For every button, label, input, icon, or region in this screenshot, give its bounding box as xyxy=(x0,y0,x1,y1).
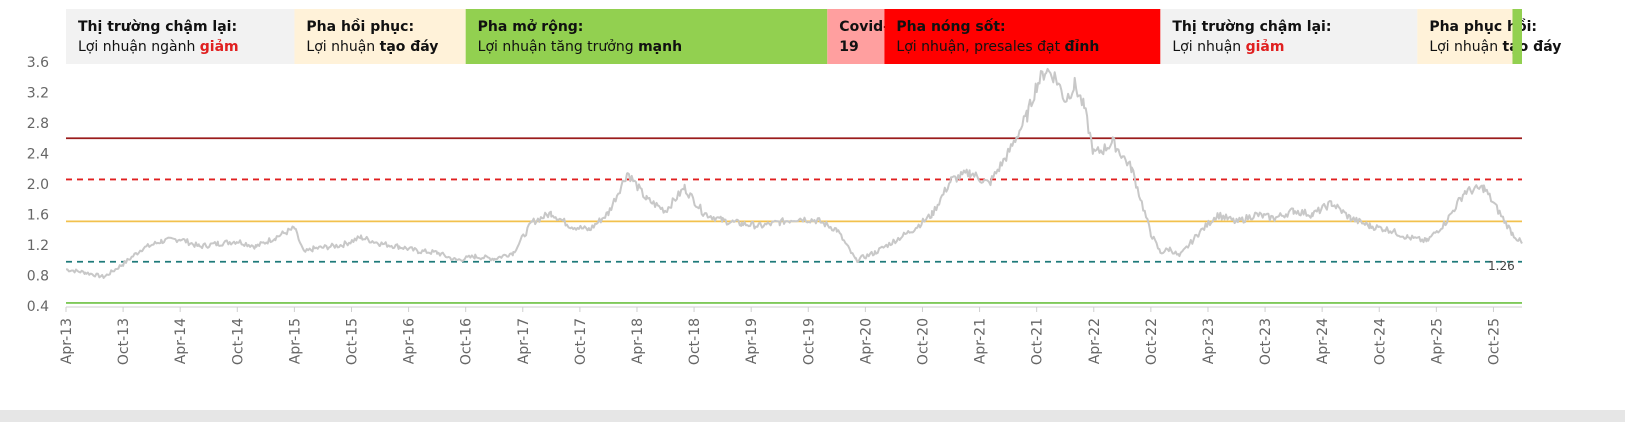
phase-subtitle-part: Lợi nhuận tăng trưởng xyxy=(478,39,638,55)
phase-band: Pha phục hồi: Lợi nhuận tạo đáy xyxy=(1417,9,1561,64)
phase-title: Thị trường chậm lại: xyxy=(78,19,237,35)
phase-subtitle: Lợi nhuận tăng trưởng mạnh xyxy=(478,39,682,55)
x-tick-label: Oct-16 xyxy=(459,318,475,365)
phase-subtitle-part: tạo đáy xyxy=(380,39,439,55)
phase-band-bg xyxy=(1512,9,1522,64)
phase-subtitle: Lợi nhuận tạo đáy xyxy=(306,39,438,55)
x-tick-label: Apr-24 xyxy=(1315,318,1331,364)
phase-band xyxy=(1512,9,1522,64)
pb-series-line xyxy=(66,67,1523,279)
y-tick-label: 2.8 xyxy=(27,116,49,132)
y-tick-label: 0.8 xyxy=(27,269,49,285)
phase-title: Pha hồi phục: xyxy=(306,18,414,35)
last-value-label: 1.26 xyxy=(1488,259,1515,273)
x-tick-label: Apr-15 xyxy=(287,318,303,364)
x-tick-label: Apr-17 xyxy=(516,318,532,364)
phase-title: Thị trường chậm lại: xyxy=(1172,19,1331,35)
y-tick-label: 2.4 xyxy=(27,147,49,163)
x-tick-label: Oct-24 xyxy=(1372,318,1388,365)
series-layer xyxy=(66,67,1523,279)
phase-band-bg xyxy=(294,9,466,64)
phase-subtitle-part: mạnh xyxy=(638,39,682,55)
phase-subtitle: 19 xyxy=(839,39,858,55)
x-tick-label: Oct-25 xyxy=(1486,318,1502,365)
phase-band-bg xyxy=(465,9,828,64)
phase-band-bg xyxy=(884,9,1161,64)
phase-band: Pha mở rộng: Lợi nhuận tăng trưởng mạnh xyxy=(465,9,828,64)
footer-bar xyxy=(0,410,1625,422)
phase-subtitle-part: giảm xyxy=(200,39,239,55)
phase-title: Pha phục hồi: xyxy=(1429,18,1537,35)
x-tick-label: Oct-21 xyxy=(1030,318,1046,365)
x-tick-label: Oct-23 xyxy=(1258,318,1274,365)
x-tick-label: Oct-19 xyxy=(801,318,817,365)
x-tick-label: Apr-18 xyxy=(630,318,646,364)
x-tick-label: Apr-25 xyxy=(1429,318,1445,364)
x-tick-label: Apr-23 xyxy=(1201,318,1217,364)
phase-subtitle: Lợi nhuận, presales đạt đỉnh xyxy=(896,39,1099,55)
y-tick-label: 3.2 xyxy=(27,86,49,102)
phase-title: Pha mở rộng: xyxy=(478,19,584,35)
phase-subtitle: Lợi nhuận ngành giảm xyxy=(78,39,239,55)
phase-band-bg xyxy=(66,9,295,64)
x-tick-label: Oct-13 xyxy=(116,318,132,365)
y-tick-label: 1.2 xyxy=(27,238,49,254)
phase-band: Pha hồi phục: Lợi nhuận tạo đáy xyxy=(294,9,466,64)
x-tick-label: Oct-22 xyxy=(1144,318,1160,365)
phase-subtitle: Lợi nhuận tạo đáy xyxy=(1429,39,1561,55)
phase-band-bg xyxy=(1160,9,1418,64)
y-tick-label: 0.4 xyxy=(27,299,49,315)
phase-band: Thị trường chậm lại: Lợi nhuận giảm xyxy=(1160,9,1418,64)
x-tick-label: Apr-16 xyxy=(402,318,418,364)
x-tick-label: Apr-19 xyxy=(744,318,760,364)
phase-subtitle-part: Lợi nhuận xyxy=(1172,39,1245,55)
phase-subtitle-part: Lợi nhuận xyxy=(1429,39,1502,55)
phase-title: Covid- xyxy=(839,19,889,35)
x-tick-label: Oct-14 xyxy=(230,318,246,365)
x-tick-label: Apr-22 xyxy=(1087,318,1103,364)
phase-band: Pha nóng sốt: Lợi nhuận, presales đạt đỉn… xyxy=(884,9,1161,64)
chart-svg: Thị trường chậm lại: Lợi nhuận ngành giảm… xyxy=(27,9,1561,365)
x-tick-label: Apr-13 xyxy=(59,318,75,364)
phase-band-bg xyxy=(827,9,885,64)
phase-band: Covid- 19 xyxy=(827,9,889,64)
x-tick-label: Oct-20 xyxy=(915,318,931,365)
phase-subtitle-part: Lợi nhuận xyxy=(306,39,379,55)
x-tick-label: Apr-21 xyxy=(973,318,989,364)
phase-bands: Thị trường chậm lại: Lợi nhuận ngành giảm… xyxy=(66,9,1561,64)
x-tick-label: Oct-18 xyxy=(687,318,703,365)
x-tick-label: Oct-17 xyxy=(573,318,589,365)
phase-subtitle-part: giảm xyxy=(1246,39,1285,55)
phase-band-bg xyxy=(1417,9,1513,64)
x-tick-label: Oct-15 xyxy=(344,318,360,365)
phase-subtitle-part: tạo đáy xyxy=(1503,39,1562,55)
y-tick-label: 2.0 xyxy=(27,177,49,193)
phase-subtitle-part: 19 xyxy=(839,39,858,55)
axes: 3.6 3.2 2.8 2.4 2.0 1.6 1.2 0.8 0.4 Apr-13 Oct-13 A… xyxy=(27,55,1522,365)
reference-lines xyxy=(66,137,1522,304)
y-tick-label: 1.6 xyxy=(27,208,49,224)
pb-chart: Thị trường chậm lại: Lợi nhuận ngành giảm… xyxy=(27,9,1561,365)
x-tick-label: Apr-20 xyxy=(858,318,874,364)
labels: 1.26 xyxy=(1488,259,1515,273)
x-tick-label: Apr-14 xyxy=(173,318,189,364)
phase-subtitle-part: Lợi nhuận, presales đạt xyxy=(896,39,1064,55)
phase-title: Pha nóng sốt: xyxy=(896,18,1005,35)
phase-subtitle: Lợi nhuận giảm xyxy=(1172,39,1284,55)
phase-band: Thị trường chậm lại: Lợi nhuận ngành giảm xyxy=(66,9,295,64)
phase-subtitle-part: đỉnh xyxy=(1065,39,1100,55)
y-tick-label: 3.6 xyxy=(27,55,49,71)
phase-subtitle-part: Lợi nhuận ngành xyxy=(78,39,200,55)
